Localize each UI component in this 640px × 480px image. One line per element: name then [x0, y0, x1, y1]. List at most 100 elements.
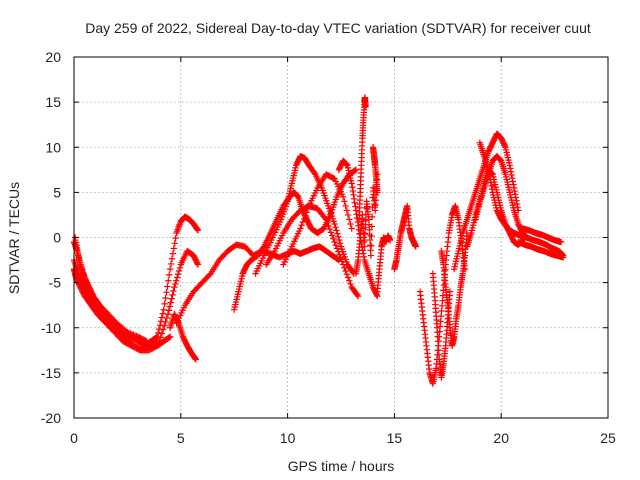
data-point — [168, 295, 175, 302]
data-point — [165, 277, 172, 284]
data-point — [507, 165, 514, 172]
data-point — [168, 255, 176, 262]
y-tick-label: 0 — [53, 230, 61, 246]
data-point — [346, 277, 353, 284]
data-points — [70, 94, 567, 387]
data-point — [176, 264, 184, 271]
data-point — [133, 332, 140, 340]
data-point — [127, 330, 134, 337]
data-point — [362, 223, 369, 231]
data-point — [343, 161, 350, 168]
data-point — [350, 195, 358, 203]
data-point — [386, 237, 394, 244]
data-point — [155, 329, 162, 337]
data-point — [124, 329, 131, 336]
data-point — [337, 254, 344, 262]
data-point — [330, 235, 337, 242]
data-point — [352, 166, 360, 174]
data-point — [161, 300, 168, 308]
data-point — [349, 184, 356, 191]
series-s14 — [369, 144, 381, 196]
x-tick-label: 0 — [70, 430, 78, 446]
data-point — [171, 283, 178, 291]
data-point — [158, 314, 166, 321]
data-point — [352, 203, 359, 210]
data-point — [335, 233, 342, 241]
data-point — [332, 223, 339, 231]
data-point — [367, 252, 375, 259]
data-point — [175, 267, 183, 275]
data-point — [160, 306, 167, 313]
data-point — [351, 167, 359, 174]
data-point — [328, 232, 336, 239]
data-point — [206, 271, 213, 279]
data-point — [155, 325, 163, 333]
series-s19 — [438, 229, 471, 349]
data-point — [352, 207, 360, 214]
data-point — [334, 256, 342, 263]
data-point — [297, 225, 304, 232]
data-point — [342, 202, 349, 210]
data-point — [194, 261, 202, 268]
data-point — [349, 269, 357, 276]
data-point — [349, 187, 357, 195]
data-point — [164, 311, 172, 318]
data-point — [299, 218, 307, 226]
data-point — [157, 334, 164, 341]
data-point — [194, 227, 202, 234]
data-point — [169, 250, 177, 257]
data-point — [158, 330, 166, 337]
data-point — [171, 240, 178, 247]
data-point — [324, 219, 331, 226]
data-point — [163, 289, 170, 296]
data-point — [154, 333, 161, 340]
data-point — [510, 184, 518, 192]
series-s18 — [429, 270, 454, 381]
series-s12 — [355, 94, 369, 223]
series-s20 — [451, 130, 522, 273]
series-s16 — [391, 202, 419, 273]
data-point — [348, 225, 355, 232]
data-point — [353, 291, 361, 299]
data-point — [362, 217, 369, 224]
data-point — [143, 338, 150, 345]
data-point — [142, 337, 149, 344]
y-tick-label: 20 — [45, 49, 61, 65]
data-point — [335, 236, 343, 244]
data-point — [327, 229, 335, 236]
data-point — [514, 204, 521, 211]
data-point — [336, 240, 344, 247]
data-point — [159, 310, 166, 317]
x-tick-label: 10 — [280, 430, 296, 446]
data-point — [346, 216, 353, 223]
data-point — [169, 291, 176, 299]
data-point — [194, 260, 201, 267]
data-point — [130, 331, 137, 339]
data-point — [446, 288, 454, 295]
data-point — [368, 233, 375, 240]
data-point — [125, 329, 133, 337]
data-point — [192, 356, 199, 363]
data-point — [559, 254, 567, 261]
series-s25 — [515, 238, 567, 261]
data-point — [512, 191, 519, 198]
data-point — [128, 330, 136, 338]
data-point — [156, 321, 164, 329]
data-point — [511, 187, 518, 195]
data-point — [361, 230, 369, 237]
data-point — [173, 277, 180, 284]
data-point — [342, 267, 349, 275]
data-point — [300, 215, 308, 223]
data-point — [488, 185, 496, 193]
data-point — [347, 280, 354, 288]
y-tick-label: -20 — [41, 410, 61, 426]
data-point — [513, 197, 520, 204]
data-point — [485, 169, 493, 177]
series-s4 — [71, 234, 150, 345]
data-point — [373, 291, 380, 299]
data-point — [507, 168, 515, 175]
data-point — [335, 248, 342, 255]
data-point — [159, 326, 167, 333]
y-tick-label: 15 — [45, 94, 61, 110]
data-point — [326, 225, 333, 233]
